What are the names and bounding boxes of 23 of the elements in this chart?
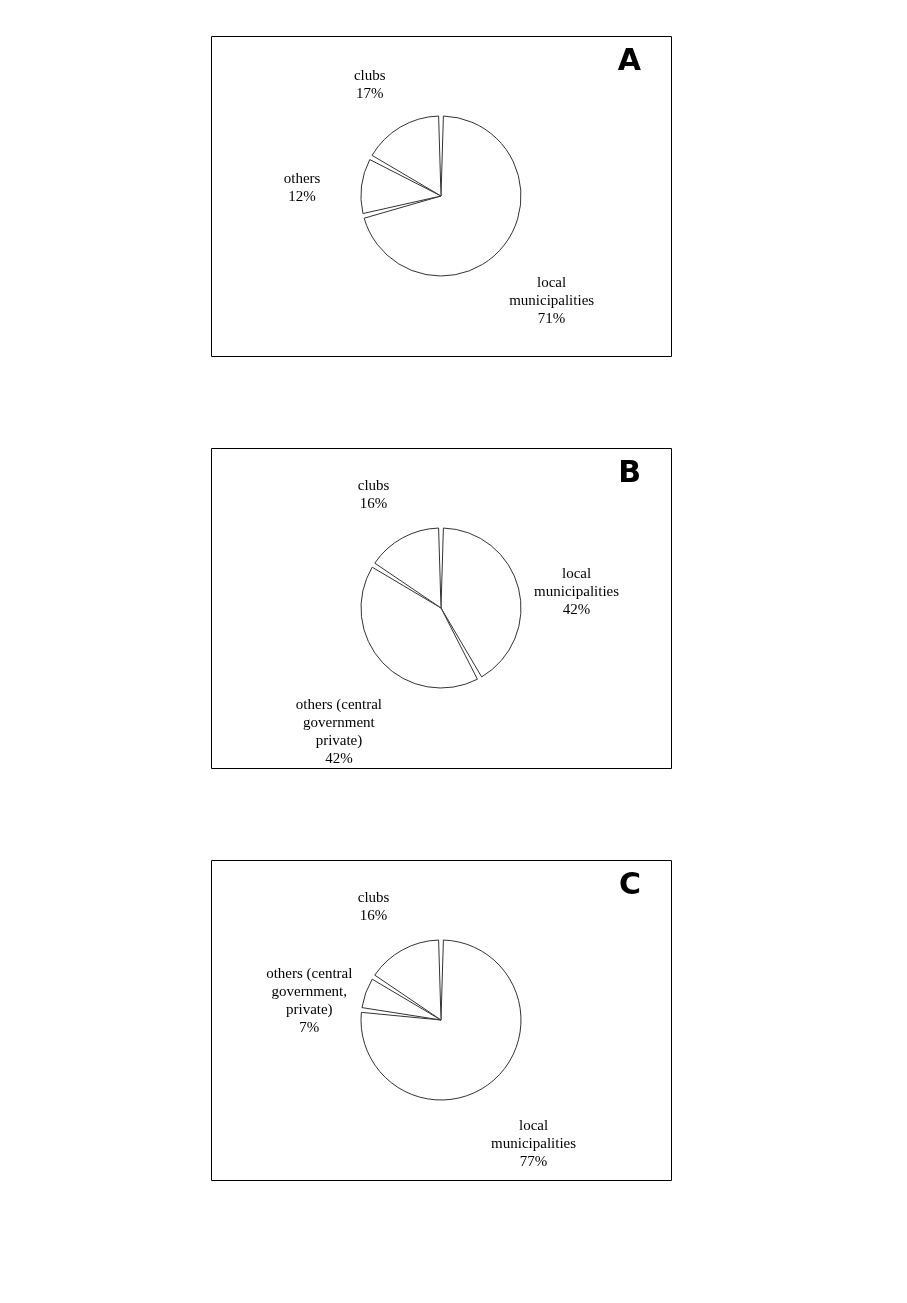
pie-slice [360,939,522,1101]
slice-label: clubs [353,67,386,84]
data-label: 16% [359,907,388,924]
data-label: 42% [562,601,591,618]
slice-label: local municipalities [534,565,620,600]
data-label: 16% [359,495,388,512]
pie-slice [363,115,522,277]
slice-label: others (central government private) [295,695,383,749]
chart-title: B [618,454,641,489]
chart-title: A [617,42,642,77]
slice-label: others (central government, private) [266,964,353,1018]
slice-label: local municipalities [491,1117,577,1152]
data-label: 7% [299,1018,320,1035]
data-label: 12% [288,188,316,205]
data-label: 77% [519,1153,548,1170]
slice-label: local municipalities [509,273,595,308]
slice-label: clubs [357,889,390,906]
slice-label: clubs [357,477,390,494]
data-label: 17% [355,85,384,102]
data-label: 42% [325,749,353,766]
slice-label: others [283,170,321,187]
chart-title: C [618,866,641,901]
data-label: 71% [537,309,566,326]
